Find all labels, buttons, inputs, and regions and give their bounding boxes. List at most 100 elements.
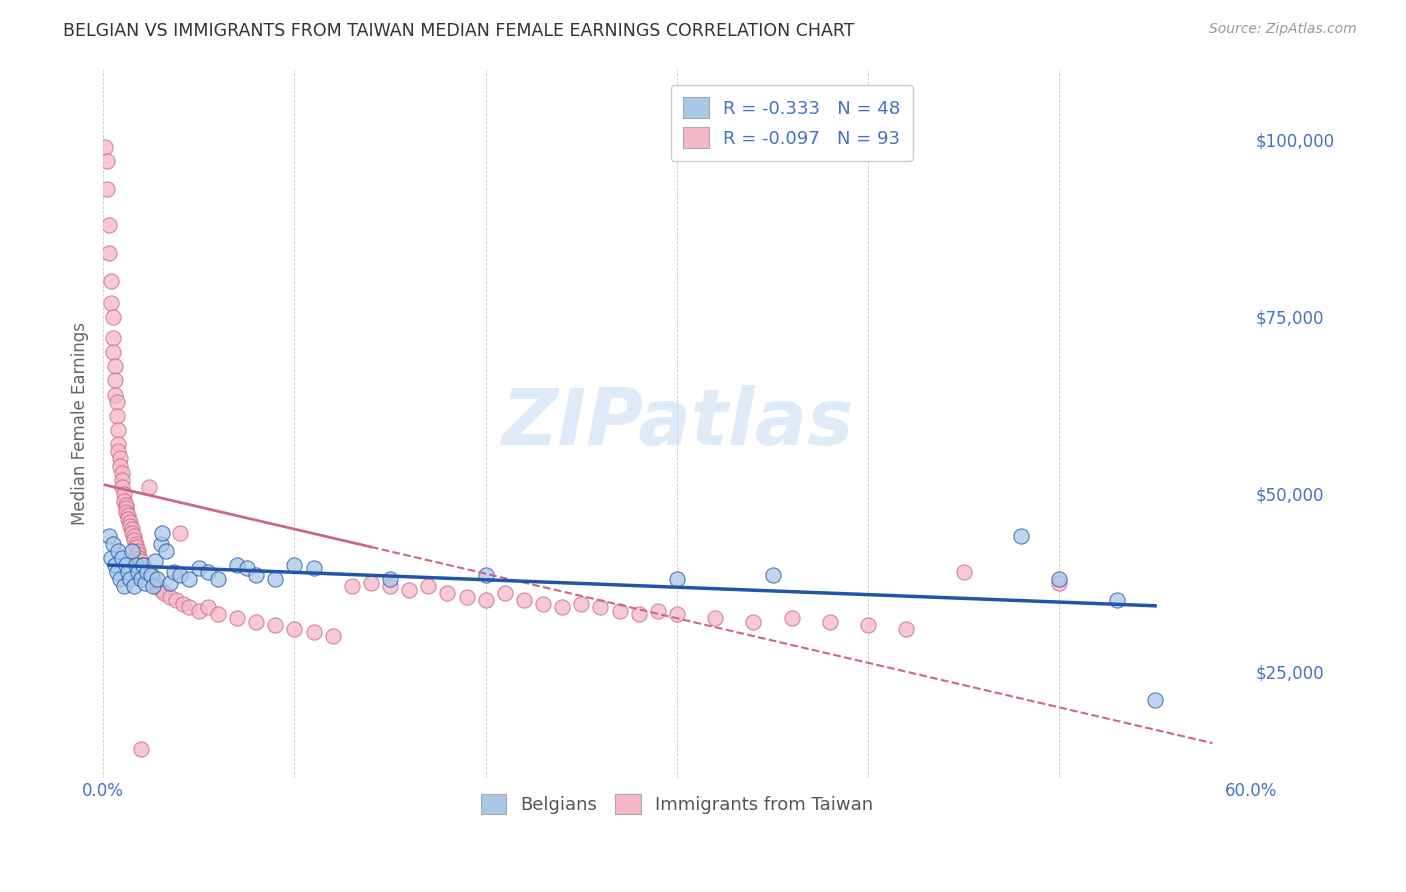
Point xyxy=(1105,593,1128,607)
Point xyxy=(159,590,181,604)
Point xyxy=(132,558,155,572)
Point xyxy=(569,597,592,611)
Point xyxy=(896,622,918,636)
Point xyxy=(647,604,669,618)
Point xyxy=(118,519,141,533)
Point xyxy=(104,374,127,388)
Point xyxy=(101,345,124,359)
Point xyxy=(128,550,150,565)
Point xyxy=(121,525,143,540)
Point xyxy=(145,579,167,593)
Point xyxy=(96,182,118,196)
Point xyxy=(398,582,420,597)
Point xyxy=(124,558,146,572)
Point xyxy=(197,600,219,615)
Point xyxy=(1144,692,1167,706)
Legend: Belgians, Immigrants from Taiwan: Belgians, Immigrants from Taiwan xyxy=(470,783,884,825)
Point xyxy=(179,600,201,615)
Point xyxy=(94,139,117,153)
Point xyxy=(111,473,134,487)
Point xyxy=(115,505,138,519)
Point xyxy=(112,579,135,593)
Point xyxy=(101,310,124,324)
Point xyxy=(112,494,135,508)
Point xyxy=(101,331,124,345)
Point xyxy=(117,512,139,526)
Point xyxy=(100,295,122,310)
Point xyxy=(105,394,128,409)
Point xyxy=(104,359,127,374)
Point xyxy=(110,451,132,466)
Point xyxy=(110,572,132,586)
Point xyxy=(131,572,153,586)
Point xyxy=(589,600,612,615)
Point xyxy=(169,568,191,582)
Point xyxy=(121,543,143,558)
Point xyxy=(107,444,129,458)
Point xyxy=(264,572,287,586)
Text: BELGIAN VS IMMIGRANTS FROM TAIWAN MEDIAN FEMALE EARNINGS CORRELATION CHART: BELGIAN VS IMMIGRANTS FROM TAIWAN MEDIAN… xyxy=(63,22,855,40)
Point xyxy=(111,466,134,480)
Point xyxy=(235,561,257,575)
Point xyxy=(115,498,138,512)
Point xyxy=(302,625,325,640)
Point xyxy=(704,611,727,625)
Point xyxy=(187,561,209,575)
Point xyxy=(340,579,363,593)
Point xyxy=(96,153,118,168)
Point xyxy=(456,590,478,604)
Point xyxy=(111,480,134,494)
Point xyxy=(627,607,650,622)
Point xyxy=(1049,572,1071,586)
Point xyxy=(155,543,177,558)
Point xyxy=(104,558,127,572)
Point xyxy=(117,508,139,523)
Point xyxy=(127,543,149,558)
Point xyxy=(131,742,153,756)
Point xyxy=(172,597,194,611)
Point xyxy=(149,536,172,550)
Point xyxy=(100,274,122,288)
Point xyxy=(953,565,976,579)
Y-axis label: Median Female Earnings: Median Female Earnings xyxy=(72,321,89,524)
Point xyxy=(136,565,159,579)
Point xyxy=(112,487,135,501)
Point xyxy=(97,529,120,543)
Point xyxy=(131,554,153,568)
Point xyxy=(179,572,201,586)
Point xyxy=(111,550,134,565)
Point xyxy=(513,593,536,607)
Point xyxy=(122,529,145,543)
Point xyxy=(136,565,159,579)
Point xyxy=(609,604,631,618)
Point xyxy=(818,615,841,629)
Point xyxy=(139,568,162,582)
Point xyxy=(283,622,305,636)
Point xyxy=(474,593,496,607)
Point xyxy=(858,618,880,632)
Point xyxy=(117,565,139,579)
Text: ZIPatlas: ZIPatlas xyxy=(501,385,853,461)
Point xyxy=(207,607,229,622)
Point xyxy=(1010,529,1032,543)
Point xyxy=(207,572,229,586)
Point xyxy=(742,615,765,629)
Point xyxy=(197,565,219,579)
Point xyxy=(436,586,458,600)
Point xyxy=(143,554,166,568)
Point xyxy=(115,501,138,516)
Point xyxy=(665,607,688,622)
Point xyxy=(110,458,132,473)
Point xyxy=(551,600,574,615)
Point xyxy=(153,586,176,600)
Point xyxy=(107,543,129,558)
Point xyxy=(322,629,344,643)
Point xyxy=(360,575,382,590)
Point xyxy=(101,536,124,550)
Point xyxy=(118,516,141,530)
Point xyxy=(134,561,156,575)
Point xyxy=(1049,575,1071,590)
Point xyxy=(152,525,174,540)
Point xyxy=(124,536,146,550)
Point xyxy=(100,550,122,565)
